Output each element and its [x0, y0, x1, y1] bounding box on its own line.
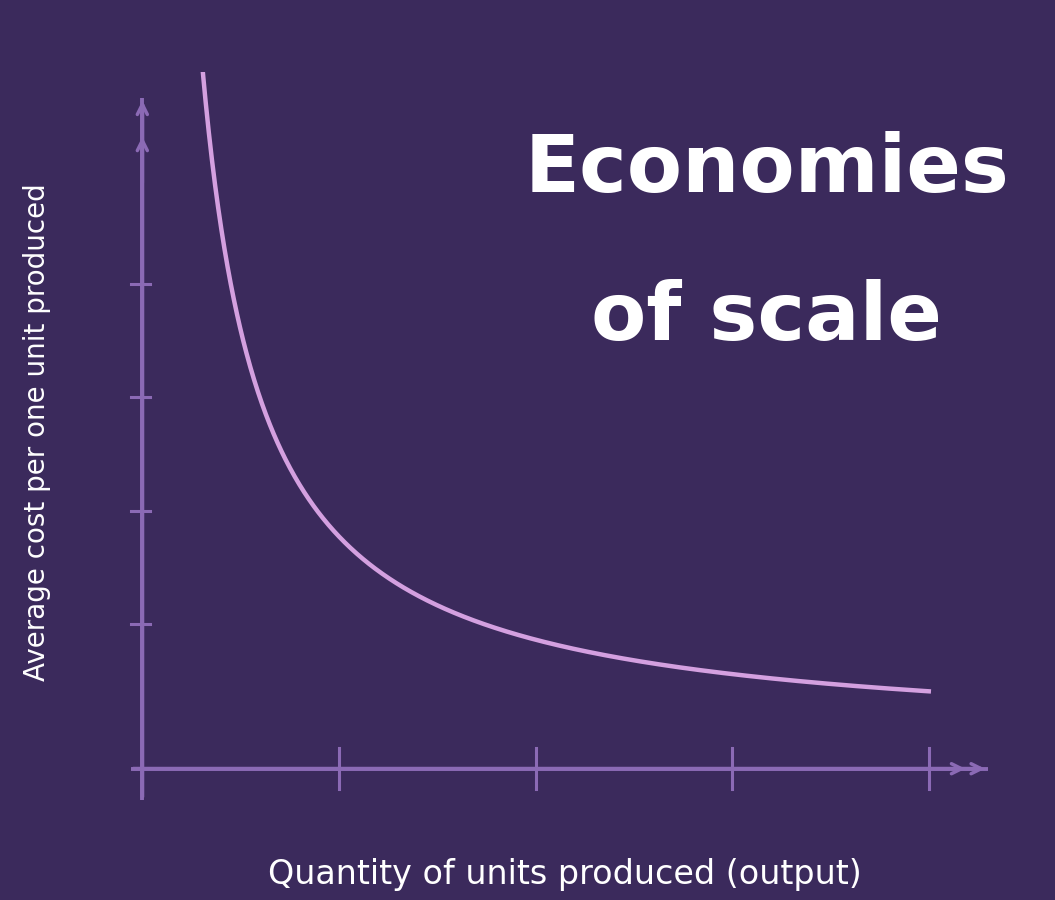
- Text: Economies: Economies: [524, 131, 1010, 209]
- Text: Average cost per one unit produced: Average cost per one unit produced: [23, 183, 51, 681]
- Text: of scale: of scale: [592, 279, 942, 356]
- Text: Quantity of units produced (output): Quantity of units produced (output): [268, 858, 861, 891]
